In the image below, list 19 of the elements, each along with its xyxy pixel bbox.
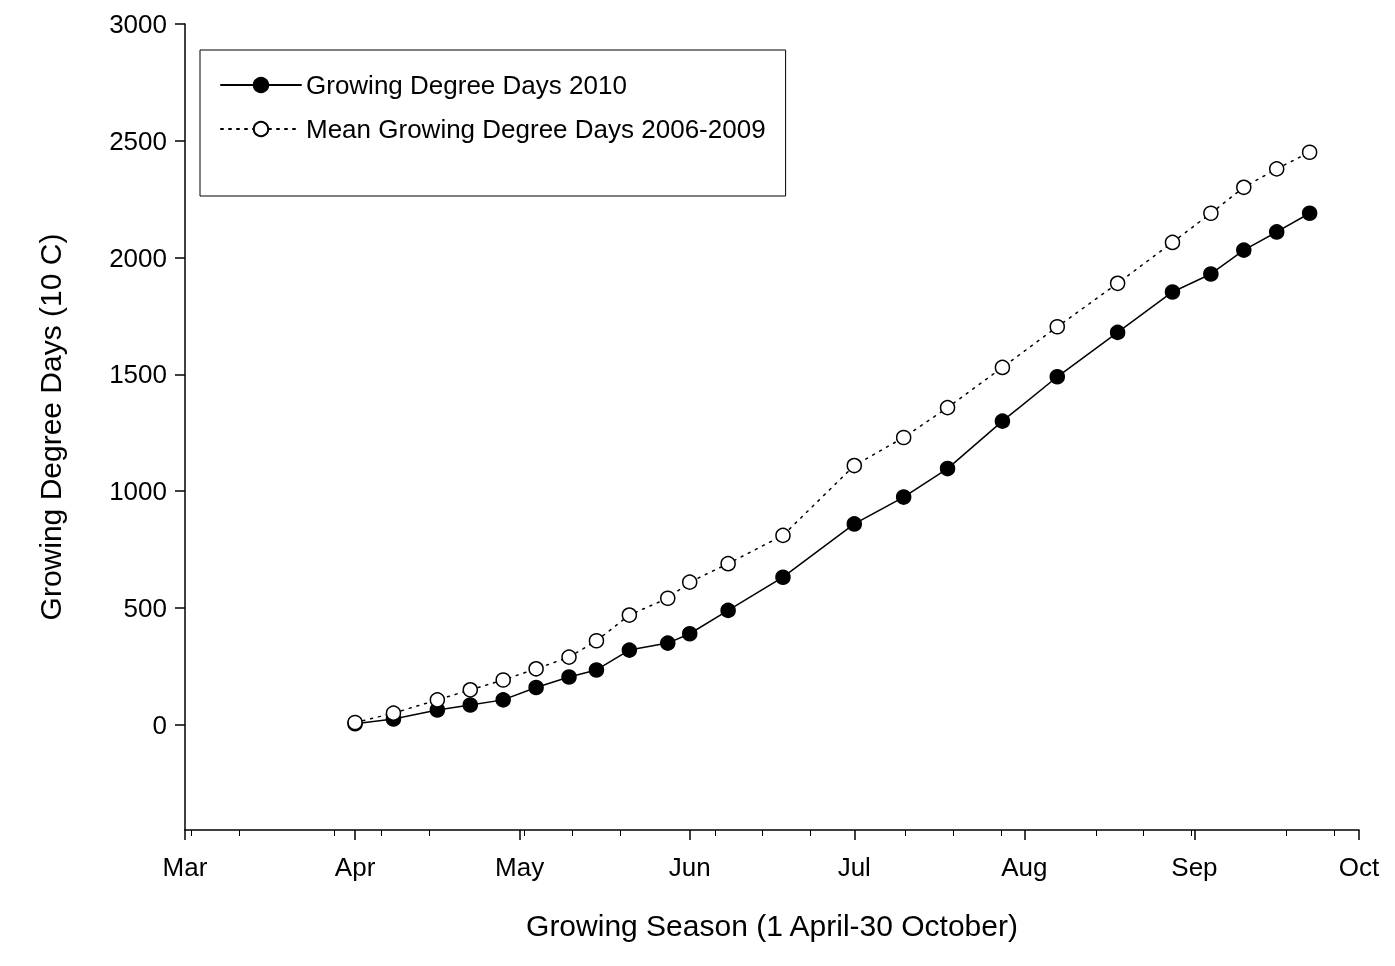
y-tick-label: 500 xyxy=(123,593,167,624)
legend-label: Growing Degree Days 2010 xyxy=(306,70,627,100)
y-tick-label: 2000 xyxy=(109,242,167,273)
x-axis-title: Growing Season (1 April-30 October) xyxy=(526,908,1018,942)
x-tick-label: Jun xyxy=(668,852,711,882)
y-tick-label: 1000 xyxy=(109,476,167,507)
y-tick-label: 1500 xyxy=(109,359,167,390)
x-tick-label: Jul xyxy=(837,852,871,882)
x-tick-label: Aug xyxy=(1001,852,1048,882)
y-tick-label: 2500 xyxy=(109,125,167,156)
x-tick-label: May xyxy=(495,852,545,882)
y-tick-label: 0 xyxy=(152,709,167,740)
x-tick-label: Oct xyxy=(1338,852,1380,882)
y-axis-title: Growing Degree Days (10 C) xyxy=(33,233,67,621)
legend-label: Mean Growing Degree Days 2006-2009 xyxy=(306,114,766,144)
x-tick-label: Apr xyxy=(334,852,376,882)
x-tick-label: Sep xyxy=(1171,852,1218,882)
x-tick-label: Mar xyxy=(162,852,208,882)
y-tick-label: 3000 xyxy=(109,9,167,39)
